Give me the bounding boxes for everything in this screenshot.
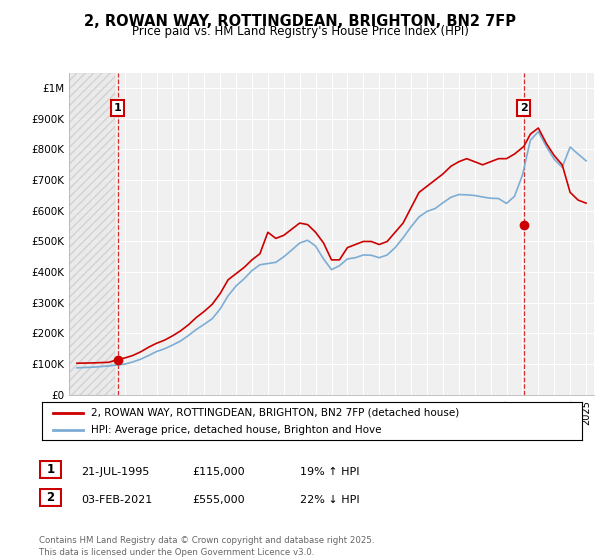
Text: 2, ROWAN WAY, ROTTINGDEAN, BRIGHTON, BN2 7FP (detached house): 2, ROWAN WAY, ROTTINGDEAN, BRIGHTON, BN2… [91,408,459,418]
Text: Price paid vs. HM Land Registry's House Price Index (HPI): Price paid vs. HM Land Registry's House … [131,25,469,38]
Text: HPI: Average price, detached house, Brighton and Hove: HPI: Average price, detached house, Brig… [91,425,381,435]
Text: £115,000: £115,000 [192,466,245,477]
Text: 2: 2 [520,103,528,113]
Text: 22% ↓ HPI: 22% ↓ HPI [300,494,359,505]
Text: 1: 1 [113,103,121,113]
Text: 1: 1 [46,463,55,476]
Text: 2: 2 [46,491,55,504]
Text: £555,000: £555,000 [192,494,245,505]
FancyBboxPatch shape [40,461,61,478]
Text: 19% ↑ HPI: 19% ↑ HPI [300,466,359,477]
Text: 21-JUL-1995: 21-JUL-1995 [81,466,149,477]
Text: 2, ROWAN WAY, ROTTINGDEAN, BRIGHTON, BN2 7FP: 2, ROWAN WAY, ROTTINGDEAN, BRIGHTON, BN2… [84,14,516,29]
Text: 03-FEB-2021: 03-FEB-2021 [81,494,152,505]
Text: Contains HM Land Registry data © Crown copyright and database right 2025.
This d: Contains HM Land Registry data © Crown c… [39,536,374,557]
FancyBboxPatch shape [40,489,61,506]
